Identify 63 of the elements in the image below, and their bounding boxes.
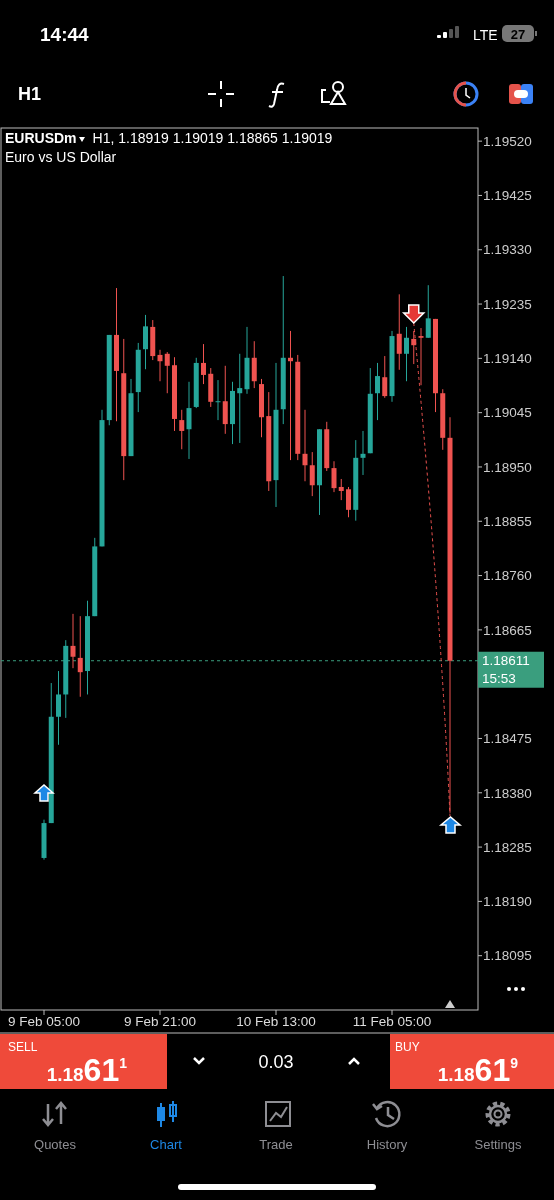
- x-tick-label: 11 Feb 05:00: [352, 1014, 432, 1029]
- candlestick: [215, 379, 221, 421]
- candlestick: [201, 343, 206, 385]
- y-tick-label: 1.19140: [483, 351, 532, 367]
- text: 0.03: [258, 1052, 294, 1072]
- x-tick-label: 9 Feb 05:00: [7, 1014, 81, 1029]
- y-tick-label: 1.19045: [483, 405, 532, 421]
- y-tick-label: 1.19425: [483, 188, 532, 204]
- chart-title: EURUSDm: [5, 130, 77, 146]
- candlestick: [186, 381, 192, 460]
- text: Quotes: [34, 1137, 77, 1152]
- candlestick: [179, 409, 185, 450]
- candlestick: [309, 451, 315, 497]
- y-tick-label: 1.19520: [483, 133, 532, 149]
- text: 15:53: [482, 671, 516, 687]
- x-tick-label: 10 Feb 13:00: [236, 1014, 316, 1029]
- y-tick-label: 1.19235: [483, 296, 532, 312]
- y-tick-label: 1.18760: [483, 568, 532, 584]
- candlestick: [338, 478, 344, 501]
- x-tick-label: 9 Feb 21:00: [123, 1014, 197, 1029]
- candlestick: [251, 340, 257, 389]
- text: LTE: [473, 27, 498, 43]
- candlestick: [382, 355, 388, 399]
- text: H1: [18, 84, 42, 104]
- text: 1.1861$^{9}$: [437, 1052, 519, 1088]
- y-tick-label: 1.18475: [483, 731, 532, 747]
- y-tick-label: 1.19330: [483, 242, 532, 258]
- candlestick: [346, 486, 351, 518]
- candlestick: [164, 351, 170, 394]
- y-tick-label: 1.18665: [483, 622, 532, 638]
- candlestick: [360, 430, 366, 476]
- text: 27: [510, 27, 526, 42]
- text: 1.1861$^{1}$: [46, 1052, 128, 1088]
- y-tick-label: 1.18285: [483, 839, 532, 855]
- y-tick-label: 1.18190: [483, 894, 532, 910]
- candlestick: [425, 284, 431, 339]
- candlestick: [222, 365, 228, 435]
- text: Chart: [150, 1137, 183, 1152]
- text: Settings: [474, 1137, 522, 1152]
- ref-line-label: 1.18611: [482, 653, 530, 669]
- candlestick: [302, 409, 308, 482]
- y-tick-label: 1.18855: [483, 514, 532, 529]
- y-tick-label: 1.18950: [483, 459, 532, 475]
- candlestick: [143, 314, 148, 370]
- candlestick: [237, 353, 243, 444]
- candlestick: [404, 326, 409, 382]
- y-tick-label: 1.18095: [483, 948, 532, 964]
- y-tick-label: 1.18380: [483, 785, 532, 801]
- candlestick: [331, 460, 337, 493]
- candlestick: [375, 362, 380, 421]
- candlestick: [157, 349, 163, 382]
- candlestick: [70, 613, 76, 669]
- text: 14:44: [40, 24, 90, 45]
- text: History: [366, 1137, 408, 1152]
- candlestick: [77, 615, 83, 698]
- text: Trade: [259, 1137, 293, 1152]
- annotation: H1, 1.18919 1.19019 1.18865 1.19019: [92, 130, 333, 146]
- text: SELL: [8, 1040, 38, 1054]
- candlestick: [396, 293, 402, 371]
- candlestick: [418, 327, 424, 386]
- text: Euro vs US Dollar: [5, 149, 117, 165]
- candlestick: [56, 670, 61, 746]
- text: BUY: [395, 1040, 420, 1054]
